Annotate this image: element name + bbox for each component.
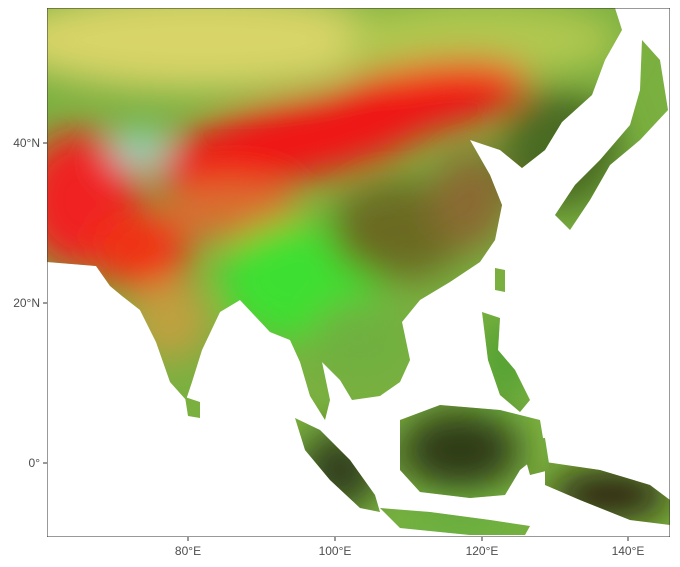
y-tick-label: 20°N <box>13 296 40 310</box>
x-tick-label: 140°E <box>612 544 645 558</box>
y-axis: 40°N 20°N 0° <box>13 136 47 470</box>
y-tick-label: 0° <box>29 456 41 470</box>
x-tick-label: 80°E <box>175 544 201 558</box>
x-tick-label: 100°E <box>319 544 352 558</box>
x-axis: 80°E 100°E 120°E 140°E <box>175 537 644 558</box>
x-tick-label: 120°E <box>466 544 499 558</box>
y-tick-label: 40°N <box>13 136 40 150</box>
map-panel <box>47 8 670 537</box>
